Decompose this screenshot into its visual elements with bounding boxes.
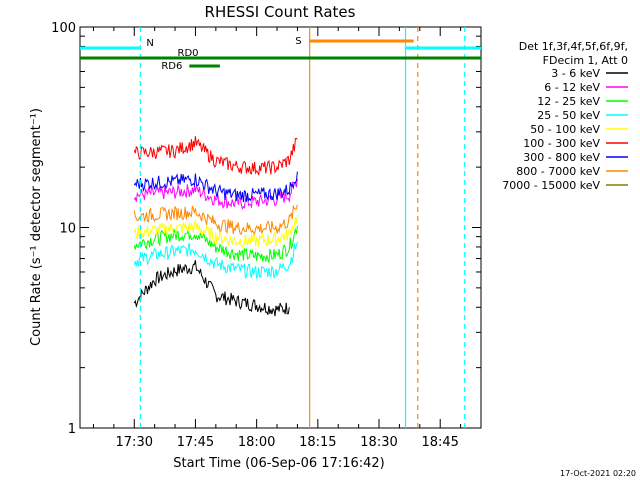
- x-tick-label: 17:30: [116, 435, 153, 450]
- legend-entry-label: 25 - 50 keV: [537, 109, 600, 122]
- y-tick-label: 10: [59, 222, 76, 237]
- x-tick-label: 18:15: [299, 435, 336, 450]
- series-line-6-12keV: [133, 178, 298, 211]
- state-label-n: N: [146, 38, 153, 49]
- x-tick-label: 17:45: [177, 435, 214, 450]
- legend-entry-label: 6 - 12 keV: [544, 81, 600, 94]
- legend-entry-label: 7000 - 15000 keV: [502, 179, 600, 192]
- x-axis-label: Start Time (06-Sep-06 17:16:42): [173, 456, 384, 471]
- series-line-300-800keV: [133, 171, 298, 202]
- y-tick-label: 100: [51, 21, 76, 36]
- series-line-100-300keV: [133, 136, 298, 176]
- x-tick-label: 18:00: [238, 435, 275, 450]
- state-label-s: S: [295, 36, 301, 47]
- y-axis-label: Count Rate (s⁻¹ detector segment⁻¹): [29, 108, 44, 346]
- series-line-800-7000keV: [133, 204, 298, 235]
- legend-entry-label: 300 - 800 keV: [523, 151, 600, 164]
- legend-header-line: FDecim 1, Att 0: [543, 54, 628, 67]
- series-line-50-100keV: [133, 215, 298, 249]
- x-tick-label: 18:45: [421, 435, 458, 450]
- state-label-rd0: RD0: [178, 48, 199, 59]
- chart-title: RHESSI Count Rates: [205, 3, 356, 21]
- legend-header-line: Det 1f,3f,4f,5f,6f,9f,: [519, 40, 628, 53]
- x-tick-label: 18:30: [360, 435, 397, 450]
- legend-entry-label: 3 - 6 keV: [551, 67, 600, 80]
- state-label-rd6: RD6: [161, 61, 182, 72]
- legend-entry-label: 50 - 100 keV: [530, 123, 600, 136]
- series-line-25-50keV: [133, 241, 298, 280]
- legend-entry-label: 800 - 7000 keV: [516, 165, 600, 178]
- series-line-12-25keV: [133, 225, 298, 263]
- y-tick-label: 1: [68, 422, 76, 437]
- legend-entry-label: 12 - 25 keV: [537, 95, 600, 108]
- legend-entry-label: 100 - 300 keV: [523, 137, 600, 150]
- series-line-3-6keV: [133, 260, 290, 317]
- generation-timestamp: 17-Oct-2021 02:20: [560, 469, 636, 478]
